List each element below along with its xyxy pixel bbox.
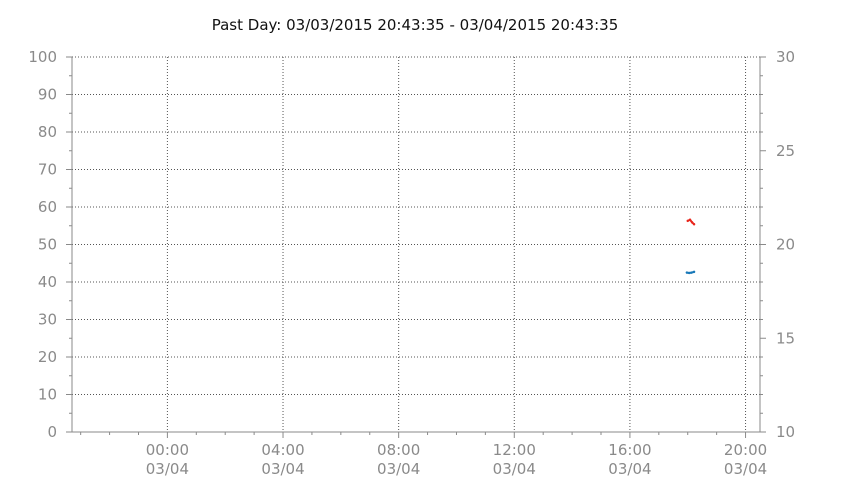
- series-point-1: [692, 270, 696, 274]
- y-right-tick-label: 30: [776, 48, 795, 66]
- y-left-tick-label: 100: [28, 48, 57, 66]
- series-line-0: [686, 218, 696, 226]
- x-tick-label-date: 03/04: [608, 460, 651, 478]
- y-left-tick-label: 70: [38, 161, 57, 179]
- series-point-0: [692, 223, 696, 226]
- series-point-0: [688, 218, 692, 221]
- x-tick-label-date: 03/04: [146, 460, 189, 478]
- x-tick-label-time: 08:00: [377, 441, 420, 459]
- x-tick-label-time: 20:00: [724, 441, 767, 459]
- x-tick-label-time: 12:00: [493, 441, 536, 459]
- x-tick-label-date: 03/04: [724, 460, 767, 478]
- x-tick-label-date: 03/04: [261, 460, 304, 478]
- y-right-tick-label: 25: [776, 142, 795, 160]
- y-right-tick-label: 15: [776, 329, 795, 347]
- y-left-tick-label: 0: [47, 423, 57, 441]
- chart-title: Past Day: 03/03/2015 20:43:35 - 03/04/20…: [211, 16, 619, 34]
- y-left-tick-label: 80: [38, 123, 57, 141]
- y-right-tick-label: 10: [776, 423, 795, 441]
- x-tick-label-date: 03/04: [493, 460, 536, 478]
- x-tick-label-time: 16:00: [608, 441, 651, 459]
- y-left-tick-label: 90: [38, 86, 57, 104]
- y-left-tick-label: 60: [38, 198, 57, 216]
- series-point-0: [690, 221, 694, 224]
- y-left-tick-label: 20: [38, 348, 57, 366]
- series-point-0: [686, 219, 689, 223]
- x-tick-label-time: 04:00: [261, 441, 304, 459]
- series-point-1: [685, 271, 689, 274]
- y-right-tick-label: 20: [776, 236, 795, 254]
- x-tick-label-time: 00:00: [146, 441, 189, 459]
- x-tick-label-date: 03/04: [377, 460, 420, 478]
- y-left-tick-label: 30: [38, 311, 57, 329]
- y-left-tick-label: 40: [38, 273, 57, 291]
- series-point-1: [690, 271, 693, 274]
- series-point-1: [687, 271, 691, 275]
- y-left-tick-label: 50: [38, 236, 57, 254]
- y-left-tick-label: 10: [38, 386, 57, 404]
